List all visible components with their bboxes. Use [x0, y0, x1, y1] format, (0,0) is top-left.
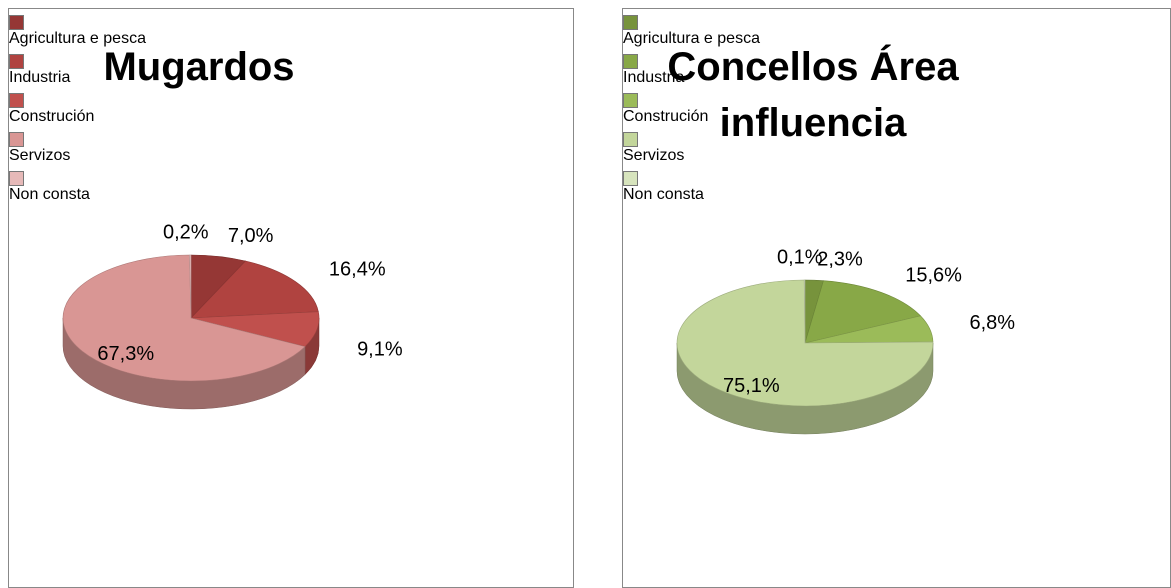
data-label: 2,3%	[817, 248, 863, 270]
pie-chart: 7,0% 16,4% 9,1% 67,3% 0,2%	[62, 221, 403, 410]
chart-panel: 2,3% 15,6% 6,8% 75,1% 0,1% Agricultura e pesc…	[622, 8, 1171, 588]
legend-item: Construción	[623, 93, 1170, 126]
legend-item: Industria	[9, 54, 573, 87]
pie-chart: 2,3% 15,6% 6,8% 75,1% 0,1%	[676, 246, 1015, 435]
legend-swatch	[9, 171, 24, 186]
legend-swatch	[623, 132, 638, 147]
legend-swatch	[623, 54, 638, 69]
data-label: 7,0%	[228, 225, 274, 247]
slice	[676, 279, 934, 407]
legend-label: Industria	[623, 69, 685, 86]
legend-item: Agricultura e pesca	[623, 15, 1170, 48]
legend-item: Industria	[623, 54, 1170, 87]
legend-item: Construción	[9, 93, 573, 126]
data-label: 6,8%	[969, 312, 1015, 334]
legend-swatch	[623, 93, 638, 108]
legend-label: Non consta	[9, 186, 90, 203]
legend-label: Servizos	[9, 147, 71, 164]
legend: Agricultura e pesca Industria Construción S…	[623, 15, 1170, 204]
legend-label: Construción	[623, 108, 709, 125]
legend-swatch	[9, 54, 24, 69]
data-label: 75,1%	[723, 375, 780, 397]
legend: Agricultura e pesca Industria Construción S…	[9, 15, 573, 204]
legend-swatch	[9, 15, 24, 30]
legend-label: Industria	[9, 69, 71, 86]
legend-label: Servizos	[623, 147, 685, 164]
legend-item: Non consta	[9, 171, 573, 204]
legend-swatch	[9, 132, 24, 147]
legend-item: Servizos	[9, 132, 573, 165]
legend-item: Non consta	[623, 171, 1170, 204]
chart-title: Concellos Área influencia	[667, 45, 959, 145]
legend-label: Agricultura e pesca	[9, 30, 146, 47]
slice	[804, 280, 922, 344]
legend-label: Agricultura e pesca	[623, 30, 760, 47]
data-label: 0,1%	[777, 246, 823, 268]
data-label: 16,4%	[329, 258, 386, 280]
data-label: 0,2%	[163, 221, 209, 243]
legend-swatch	[623, 171, 638, 186]
legend-label: Non consta	[623, 186, 704, 203]
legend-item: Servizos	[623, 132, 1170, 165]
legend-swatch	[9, 93, 24, 108]
data-label: 67,3%	[97, 343, 154, 365]
chart-title: Mugardos	[103, 45, 295, 89]
legend-label: Construción	[9, 108, 95, 125]
data-label: 15,6%	[905, 264, 962, 286]
slice	[189, 254, 192, 319]
slice	[803, 279, 806, 344]
legend-item: Agricultura e pesca	[9, 15, 573, 48]
data-label: 9,1%	[357, 338, 403, 360]
chart-panel: 7,0% 16,4% 9,1% 67,3% 0,2% Agricultura e pesc…	[8, 8, 574, 588]
slice	[62, 254, 306, 382]
legend-swatch	[623, 15, 638, 30]
slice	[190, 260, 319, 319]
